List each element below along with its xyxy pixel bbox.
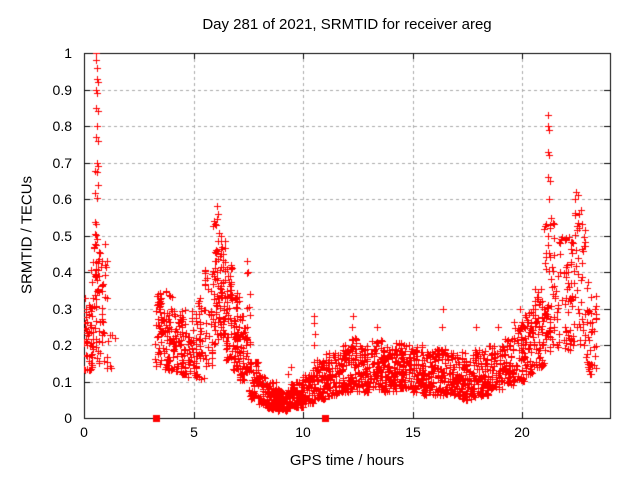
- x-axis-label: GPS time / hours: [289, 452, 405, 469]
- y-tick-label: 0.3: [52, 301, 72, 317]
- x-tick-label: 5: [190, 424, 198, 440]
- x-tick-label: 0: [80, 424, 88, 440]
- y-tick-label: 0.6: [52, 191, 72, 207]
- y-tick-label: 0.9: [52, 82, 72, 98]
- x-tick-label: 10: [295, 424, 311, 440]
- y-tick-label: 1: [64, 45, 72, 61]
- chart-title: Day 281 of 2021, SRMTID for receiver are…: [202, 16, 492, 33]
- y-tick-label: 0.8: [52, 118, 72, 134]
- x-tick-label: 20: [514, 424, 530, 440]
- x-tick-label: 15: [405, 424, 421, 440]
- y-tick-label: 0: [64, 410, 72, 426]
- y-tick-label: 0.5: [52, 228, 72, 244]
- y-tick-label: 0.2: [52, 337, 72, 353]
- y-tick-label: 0.4: [52, 264, 72, 280]
- y-tick-label: 0.1: [52, 374, 72, 390]
- y-tick-label: 0.7: [52, 155, 72, 171]
